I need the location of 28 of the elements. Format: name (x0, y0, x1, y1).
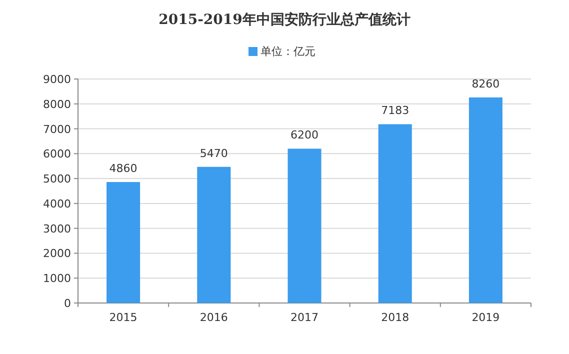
data-label: 7183 (381, 104, 410, 118)
y-tick-label: 6000 (43, 148, 71, 161)
bar (106, 182, 140, 303)
x-tick-label: 2018 (381, 311, 410, 324)
bar (288, 148, 322, 303)
y-tick-label: 0 (64, 297, 71, 310)
x-tick-label: 2019 (472, 311, 500, 324)
y-tick-label: 4000 (43, 197, 71, 210)
data-label: 6200 (290, 128, 318, 142)
chart-title: 2015-2019年中国安防行业总产值统计 (158, 11, 410, 28)
y-tick-label: 2000 (43, 247, 71, 260)
x-tick-label: 2015 (109, 311, 138, 324)
y-tick-label: 3000 (43, 222, 71, 236)
bar (378, 124, 412, 303)
x-tick-label: 2017 (290, 311, 318, 324)
data-label: 8260 (472, 77, 500, 90)
y-tick-label: 8000 (43, 98, 71, 111)
data-label: 4860 (109, 162, 138, 176)
y-tick-label: 9000 (43, 73, 71, 86)
y-tick-label: 5000 (43, 172, 71, 186)
y-tick-label: 7000 (43, 122, 71, 136)
data-label: 5470 (200, 146, 228, 160)
legend: 单位：亿元 (248, 45, 316, 58)
bar (468, 97, 502, 303)
x-tick-label: 2016 (200, 311, 228, 324)
bar (197, 166, 231, 303)
legend-label: 单位：亿元 (260, 45, 316, 58)
y-tick-label: 1000 (43, 272, 71, 286)
